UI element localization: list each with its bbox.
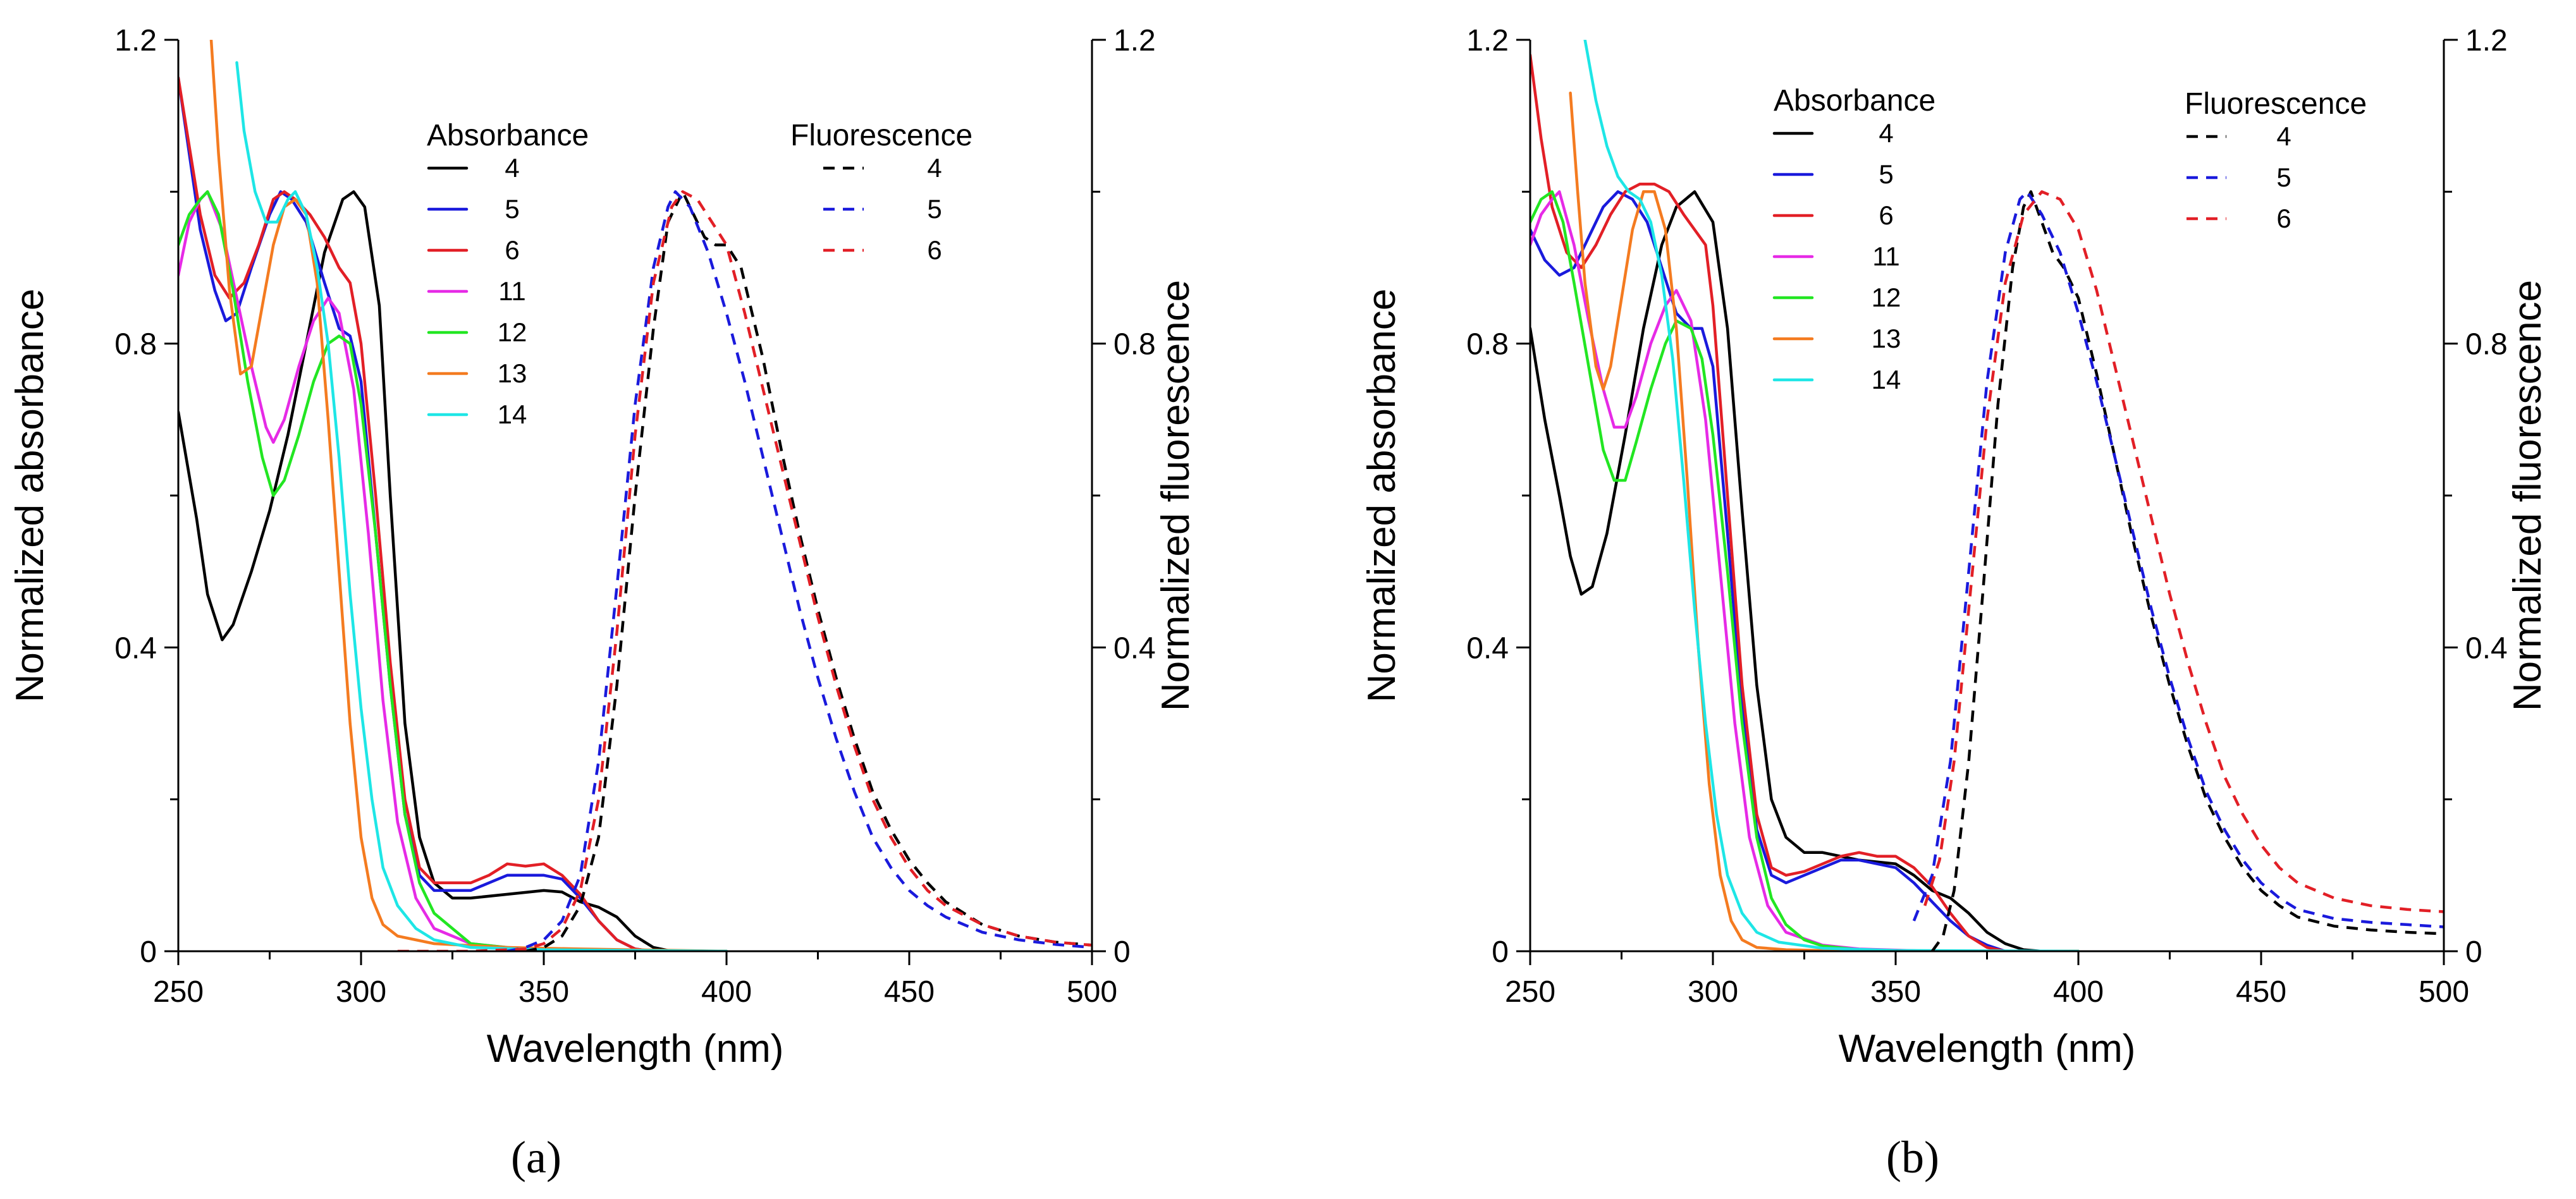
y-tick-label: 0 — [140, 935, 157, 969]
y2-tick-label: 0.8 — [1113, 328, 1156, 362]
legend-absorbance-label-11: 11 — [1872, 241, 1900, 271]
x-tick-label: 250 — [1505, 975, 1555, 1009]
x-tick-label: 500 — [1067, 975, 1117, 1009]
y-axis-title: Normalized absorbance — [1360, 289, 1404, 703]
legend-fluorescence-label-4: 4 — [927, 153, 941, 183]
absorbance-series-line-13 — [209, 40, 728, 951]
y-tick-label: 1.2 — [114, 24, 157, 58]
y-tick-label: 0.4 — [114, 631, 157, 665]
legend-absorbance-label-12: 12 — [1872, 283, 1901, 312]
legend-absorbance-title: Absorbance — [427, 119, 589, 152]
fluorescence-series-line-4 — [1930, 190, 2444, 951]
legend-fluorescence-label-6: 6 — [2276, 204, 2291, 233]
y2-axis-title: Normalized fluorescence — [1154, 280, 1198, 711]
legend-absorbance-label-12: 12 — [498, 317, 527, 347]
legend-fluorescence-label-4: 4 — [2276, 121, 2291, 151]
y2-tick-label: 0.8 — [2465, 328, 2508, 362]
chart-panel-b: 250 300 350 400 450 500 0 0.4 0.8 1.2 0 0.4 0.8 1.2 Wa… — [1360, 24, 2549, 1183]
x-axis-title: Wavelength (nm) — [487, 1027, 784, 1071]
y-tick-label: 0.4 — [1466, 631, 1509, 665]
legend-absorbance-label-13: 13 — [1872, 324, 1901, 353]
fluorescence-series-line-6 — [397, 190, 1092, 951]
absorbance-series-line-11 — [178, 190, 728, 951]
legend-fluorescence-title: Fluorescence — [790, 119, 972, 152]
legend-absorbance-title: Absorbance — [1774, 84, 1935, 118]
legend-fluorescence-title: Fluorescence — [2185, 87, 2367, 121]
panel-label: (a) — [511, 1132, 561, 1183]
legend-absorbance-label-14: 14 — [498, 399, 527, 429]
absorbance-series-line-5 — [1530, 190, 2007, 951]
y2-tick-label: 0.4 — [2465, 631, 2508, 665]
legend-fluorescence-label-6: 6 — [927, 235, 941, 265]
y-axis-title: Normalized absorbance — [8, 289, 52, 703]
x-tick-label: 350 — [1870, 975, 1921, 1009]
y2-tick-label: 0 — [1113, 935, 1131, 969]
legend-absorbance-label-6: 6 — [505, 235, 519, 265]
legend-absorbance-label-4: 4 — [505, 153, 519, 183]
x-tick-label: 450 — [884, 975, 935, 1009]
x-tick-label: 300 — [1688, 975, 1738, 1009]
series-group — [1530, 40, 2444, 951]
panel-label: (b) — [1886, 1132, 1939, 1183]
legend-fluorescence-label-5: 5 — [927, 194, 941, 224]
legend-absorbance-label-14: 14 — [1872, 365, 1901, 394]
fluorescence-series-line-5 — [1912, 190, 2444, 928]
x-tick-label: 400 — [2053, 975, 2104, 1009]
legend-absorbance-label-4: 4 — [1879, 118, 1893, 148]
absorbance-series-line-11 — [1530, 190, 2080, 951]
y2-tick-label: 0 — [2465, 935, 2482, 969]
legend-fluorescence-label-5: 5 — [2276, 162, 2291, 192]
absorbance-series-line-6 — [178, 76, 655, 951]
absorbance-series-line-4 — [1530, 190, 2044, 951]
y-tick-label: 0 — [1492, 935, 1509, 969]
absorbance-series-line-12 — [178, 190, 728, 951]
x-tick-label: 500 — [2419, 975, 2469, 1009]
y-tick-label: 0.8 — [1466, 328, 1509, 362]
y2-tick-label: 1.2 — [2465, 24, 2508, 58]
absorbance-series-line-14 — [1583, 40, 2080, 951]
y2-tick-label: 1.2 — [1113, 24, 1156, 58]
absorbance-series-line-14 — [235, 61, 728, 951]
x-tick-label: 450 — [2236, 975, 2286, 1009]
fluorescence-series-line-6 — [1923, 190, 2444, 913]
y2-tick-label: 0.4 — [1113, 631, 1156, 665]
y-tick-label: 0.8 — [114, 328, 157, 362]
x-tick-label: 300 — [336, 975, 386, 1009]
series-group — [178, 40, 1092, 951]
chart-panel-a: 250 300 350 400 450 500 0 0.4 0.8 1.2 0 0.4 0.8 1.2 Wa… — [8, 24, 1198, 1183]
absorbance-series-line-5 — [178, 76, 655, 951]
absorbance-series-line-6 — [1530, 53, 2007, 951]
y-tick-label: 1.2 — [1466, 24, 1509, 58]
y2-axis-title: Normalized fluorescence — [2506, 280, 2549, 711]
x-tick-label: 250 — [153, 975, 204, 1009]
fluorescence-series-line-4 — [525, 190, 1092, 951]
absorbance-series-line-12 — [1530, 190, 2080, 951]
fluorescence-series-line-5 — [506, 190, 1092, 951]
x-tick-label: 400 — [701, 975, 752, 1009]
legend-absorbance-label-6: 6 — [1879, 200, 1893, 230]
legend-absorbance-label-11: 11 — [498, 276, 526, 306]
absorbance-series-line-13 — [1569, 91, 2080, 951]
x-tick-label: 350 — [518, 975, 569, 1009]
legend-absorbance-label-13: 13 — [498, 358, 527, 388]
x-axis-title: Wavelength (nm) — [1839, 1027, 2136, 1071]
legend-absorbance-label-5: 5 — [1879, 159, 1893, 189]
legend-absorbance-label-5: 5 — [505, 194, 519, 224]
